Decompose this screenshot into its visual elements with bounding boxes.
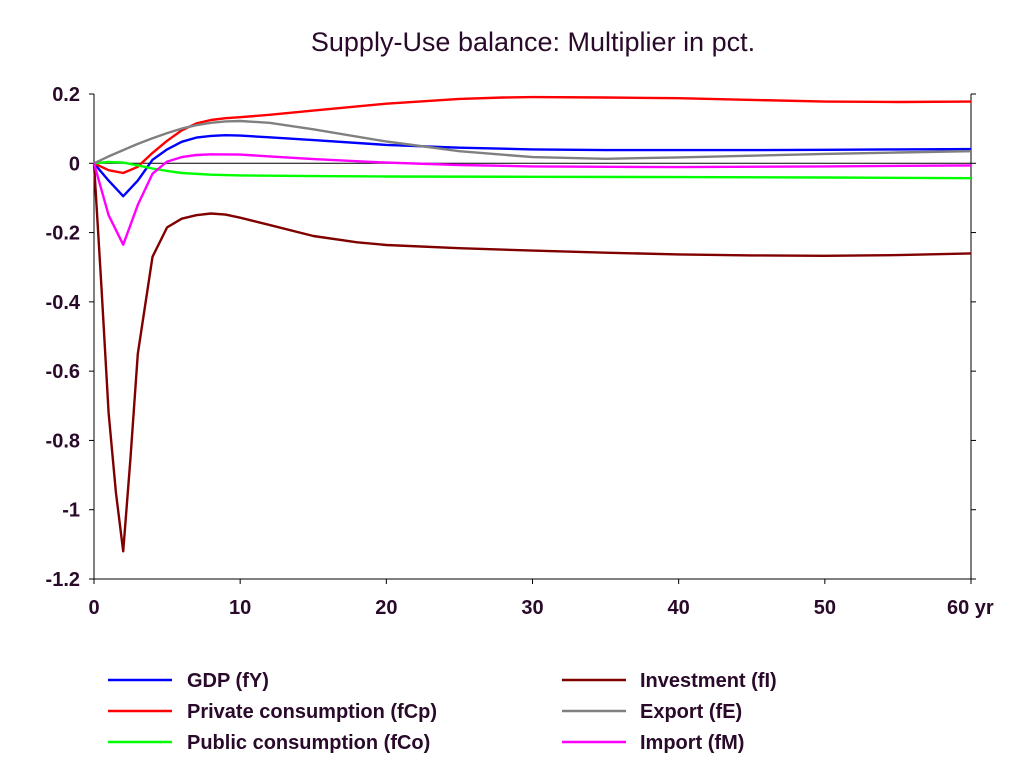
x-tick-label: 0 xyxy=(88,597,99,619)
legend-item: Import (fM) xyxy=(562,732,744,754)
y-tick-label: 0.2 xyxy=(52,84,80,106)
y-axis-ticks: 0.2 0 -0.2 -0.4 -0.6 -0.8 -1 -1.2 xyxy=(46,84,976,591)
series-line-4 xyxy=(93,119,972,165)
series-line-1 xyxy=(93,95,972,175)
legend-item: Private consumption (fCp) xyxy=(108,701,437,723)
x-tick-label: 30 xyxy=(521,597,543,619)
series-line-2 xyxy=(93,160,972,180)
series-line-5 xyxy=(92,153,972,246)
y-tick-label: 0 xyxy=(69,153,80,175)
legend-item: Investment (fI) xyxy=(562,670,777,692)
legend-label: Import (fM) xyxy=(640,732,744,754)
x-tick-label: 40 xyxy=(668,597,690,619)
series-lines xyxy=(92,95,972,553)
x-tick-label: 20 xyxy=(375,597,397,619)
legend-label: Investment (fI) xyxy=(640,670,777,692)
y-tick-label: -1.2 xyxy=(46,569,80,591)
y-tick-label: -1 xyxy=(62,500,80,522)
x-tick-label: 50 xyxy=(814,597,836,619)
chart-title: Supply-Use balance: Multiplier in pct. xyxy=(311,27,755,57)
legend: GDP (fY) Private consumption (fCp) Public … xyxy=(108,670,777,754)
y-tick-label: -0.2 xyxy=(46,223,80,245)
y-tick-label: -0.8 xyxy=(46,430,80,452)
x-tick-label: 60 yr xyxy=(947,597,994,619)
legend-label: Private consumption (fCp) xyxy=(187,701,437,723)
x-tick-label: 10 xyxy=(229,597,251,619)
legend-label: Public consumption (fCo) xyxy=(187,732,430,754)
x-axis-ticks: 0 10 20 30 40 50 60 yr xyxy=(88,579,994,619)
series-line-3 xyxy=(92,163,972,553)
legend-item: Export (fE) xyxy=(562,701,742,723)
y-tick-label: -0.4 xyxy=(46,292,81,314)
legend-item: Public consumption (fCo) xyxy=(108,732,430,754)
y-tick-label: -0.6 xyxy=(46,361,80,383)
legend-item: GDP (fY) xyxy=(108,670,269,692)
legend-label: Export (fE) xyxy=(640,701,742,723)
series-line-0 xyxy=(93,134,972,198)
legend-label: GDP (fY) xyxy=(187,670,269,692)
